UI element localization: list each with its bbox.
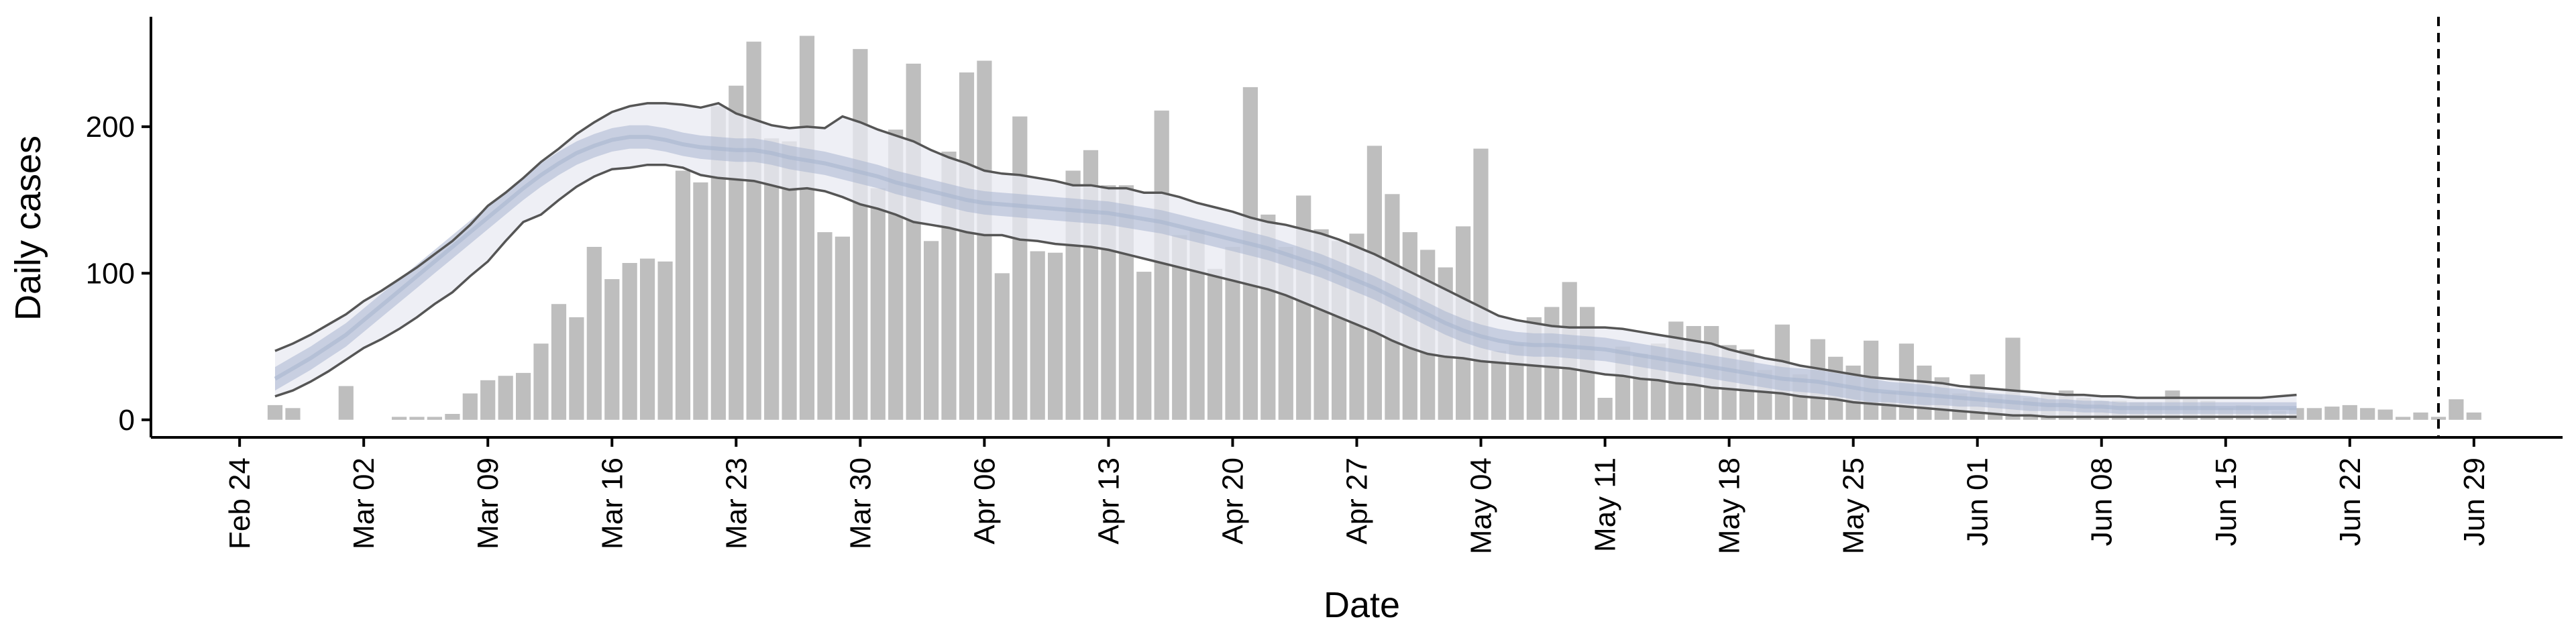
case-bar [870,188,885,420]
x-tick-label: Jun 29 [2458,458,2491,546]
case-bar [267,405,283,420]
case-bar [1597,398,1613,420]
case-bar [2306,408,2322,420]
x-tick-label: May 25 [1837,458,1870,554]
x-tick-label: Jun 08 [2086,458,2118,546]
case-bar [2430,417,2447,420]
x-tick-label: Mar 23 [720,458,753,549]
case-bar [1154,110,1169,420]
case-bar [764,138,780,420]
y-tick-label: 200 [86,111,135,144]
case-bar [799,36,815,420]
y-tick-label: 100 [86,257,135,290]
x-tick-label: Apr 06 [968,458,1001,545]
case-bar [604,279,620,420]
axes-layer: 0 100 200 Feb 24 Mar 02 Mar 09 Mar 16 Mar 23 Mar… [86,17,2563,554]
case-bar [338,386,354,420]
case-bar [498,376,513,420]
case-bar [462,393,478,420]
case-bar [675,170,691,420]
median-line [274,135,2297,411]
x-tick-label: Mar 02 [347,458,380,549]
case-bar [1491,351,1507,420]
case-bar [551,304,567,420]
y-axis-title: Daily cases [8,136,48,321]
case-bar [622,263,637,420]
case-bar [2324,407,2340,420]
case-bar [2449,399,2464,420]
projection-band-layer [274,102,2297,419]
case-bar [746,42,761,420]
case-bar [640,258,655,420]
case-bar [924,241,939,420]
case-bar [427,417,442,420]
case-bar [2413,412,2428,420]
case-bar [959,72,975,420]
case-bar [1473,148,1489,420]
case-bar [1048,252,1063,420]
y-tick-label: 0 [119,404,135,437]
x-tick-label: Apr 13 [1092,458,1125,545]
x-tick-label: Jun 15 [2210,458,2243,546]
case-bar [1225,247,1240,420]
case-bar [994,273,1010,420]
case-bar [285,408,301,420]
case-bar [2466,412,2481,420]
case-bar [516,372,531,420]
x-tick-label: Mar 09 [472,458,504,549]
case-bar [1030,251,1045,420]
case-bar [480,380,496,420]
x-tick-label: Jun 22 [2334,458,2367,546]
case-bar [835,236,850,420]
x-tick-label: Mar 30 [844,458,877,549]
case-bar [853,49,868,420]
case-bar [782,141,797,420]
case-bar [533,343,549,420]
case-bar [392,417,407,420]
x-tick-label: May 11 [1589,458,1622,552]
case-bar [1189,229,1205,420]
case-bar [906,63,921,420]
case-bar [710,106,726,420]
case-bar [2360,408,2375,420]
x-tick-label: Feb 24 [223,458,256,549]
case-bar [657,261,673,420]
case-bar [586,247,602,420]
case-bar [409,417,425,420]
case-bar [2342,405,2357,420]
case-bar [2396,417,2411,420]
case-bar [1012,116,1028,420]
x-tick-label: Apr 20 [1217,458,1250,545]
case-bar [1172,235,1187,420]
x-tick-label: Jun 01 [1962,458,1994,546]
case-bar [569,317,584,420]
upper-envelope-line [274,102,2297,399]
case-bar [693,182,708,420]
x-tick-label: May 04 [1465,458,1498,554]
x-tick-label: Apr 27 [1341,458,1374,545]
case-bar [2377,409,2393,420]
x-axis-title: Date [1324,585,1400,625]
case-bar [1207,268,1223,420]
x-tick-label: May 18 [1713,458,1746,554]
lower-envelope-line [274,163,2297,419]
x-tick-label: Mar 16 [596,458,629,549]
bars-layer [267,36,2481,420]
case-bar [817,232,833,420]
case-bar [445,414,460,420]
case-bar [1136,272,1152,420]
case-bar [977,60,992,420]
